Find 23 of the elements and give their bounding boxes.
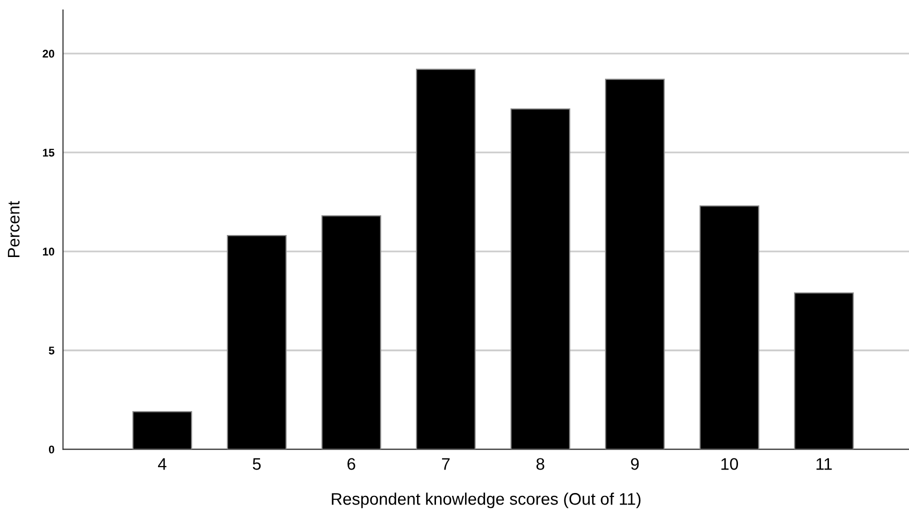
y-tick-label: 5: [48, 346, 54, 354]
x-tick-label: 8: [536, 458, 544, 470]
y-tick-label: 15: [43, 148, 54, 157]
y-tick-label: 0: [48, 446, 54, 454]
bar: [700, 205, 760, 450]
bar: [132, 411, 192, 450]
x-axis-title: Respondent knowledge scores (Out of 11): [332, 492, 640, 508]
bar: [321, 215, 382, 450]
x-tick-label: 9: [631, 458, 639, 470]
x-tick-label: 6: [348, 458, 356, 470]
x-tick-label: 5: [252, 458, 261, 470]
y-axis-title: Percent: [8, 201, 20, 257]
bar: [794, 292, 854, 450]
x-tick-label: 11: [816, 458, 832, 470]
x-tick-label: 10: [721, 458, 738, 470]
x-tick-label: 4: [158, 458, 166, 470]
y-tick-label: 10: [43, 248, 54, 256]
bar: [605, 78, 665, 450]
bar: [416, 68, 476, 450]
bar: [226, 235, 287, 450]
x-tick-label: 7: [442, 458, 450, 470]
bar: [510, 108, 570, 450]
y-tick-label: 20: [42, 50, 54, 58]
